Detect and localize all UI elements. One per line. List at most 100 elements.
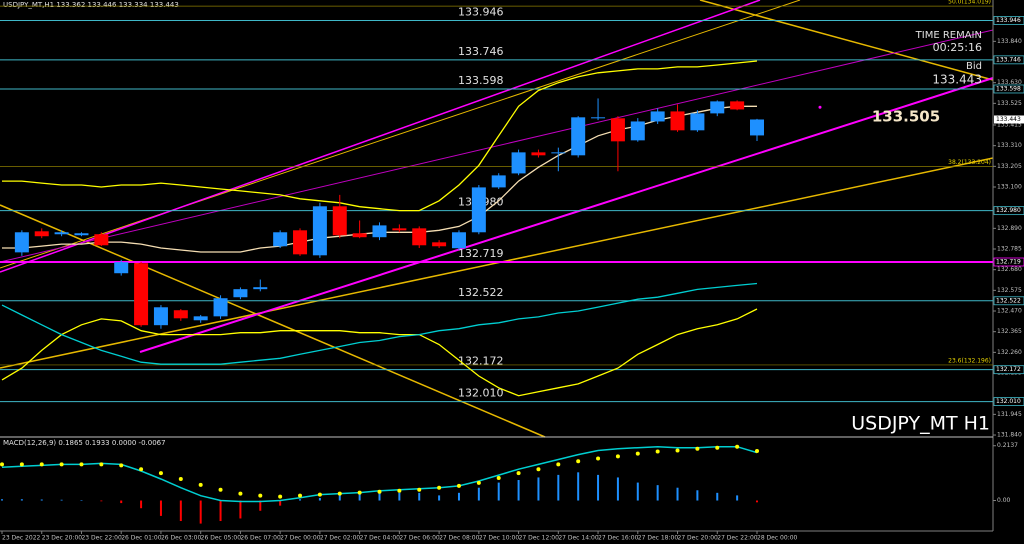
candle-body <box>253 287 268 290</box>
level-box-label: 132.719 <box>996 259 1021 266</box>
signal-dot <box>516 471 521 476</box>
level-label: 132.522 <box>458 286 504 299</box>
candle-body <box>471 187 486 233</box>
candle-body <box>173 310 188 319</box>
timer-label: TIME REMAIN <box>915 30 982 41</box>
x-tick-label: 27 Dec 08:00 <box>439 535 480 542</box>
candle-body <box>690 113 705 131</box>
candle-body <box>213 298 228 317</box>
macd-title: MACD(12,26,9) 0.1865 0.1933 0.0000 -0.00… <box>3 439 166 447</box>
y-tick-label: 132.575 <box>997 287 1022 294</box>
signal-dot <box>357 490 362 495</box>
signal-dot <box>278 494 283 499</box>
signal-dot <box>735 444 740 449</box>
candle-body <box>610 118 625 142</box>
candle-body <box>233 289 248 298</box>
x-tick-label: 26 Dec 03:00 <box>161 535 202 542</box>
signal-dot <box>99 462 104 467</box>
fib-label: 23.6(132.196) <box>948 357 991 364</box>
channel-line <box>0 29 994 263</box>
candle-body <box>14 232 29 253</box>
x-tick-label: 27 Dec 06:00 <box>399 535 440 542</box>
channel-line <box>139 77 994 353</box>
signal-dot <box>0 462 4 467</box>
candle-body <box>730 101 745 110</box>
candle-body <box>134 263 149 326</box>
level-box-label: 133.946 <box>996 17 1021 24</box>
signal-dot <box>635 451 640 456</box>
y-tick-label: 131.945 <box>997 411 1022 418</box>
channel-line <box>0 0 761 273</box>
x-tick-label: 28 Dec 00:00 <box>757 535 798 542</box>
y-tick-label: 0.00 <box>997 497 1011 504</box>
bid-box <box>994 115 1024 124</box>
y-tick-label: 132.365 <box>997 328 1022 335</box>
signal-dot <box>655 449 660 454</box>
signal-dot <box>218 487 223 492</box>
y-tick-label: 131.840 <box>997 432 1022 439</box>
candle-body <box>94 234 109 246</box>
candle-body <box>352 233 367 238</box>
x-tick-label: 27 Dec 04:00 <box>360 535 401 542</box>
signal-dot <box>317 492 322 497</box>
level-box <box>993 84 1024 94</box>
candle-body <box>372 225 387 238</box>
signal-dot <box>337 491 342 496</box>
signal-dot <box>158 471 163 476</box>
x-tick-label: 23 Dec 2022 <box>2 535 41 542</box>
signal-dot <box>59 462 64 467</box>
signal-dot <box>476 480 481 485</box>
level-box <box>993 16 1024 25</box>
y-tick-label: 133.525 <box>997 100 1022 107</box>
level-box-label: 132.172 <box>996 366 1021 373</box>
level-box-label: 132.980 <box>996 207 1021 214</box>
level-box-label: 133.746 <box>996 56 1021 63</box>
x-tick-label: 27 Dec 18:00 <box>638 535 679 542</box>
y-tick-label: 133.205 <box>997 163 1022 170</box>
signal-dot <box>556 462 561 467</box>
level-box <box>993 296 1024 306</box>
y-tick-label: 133.310 <box>997 142 1022 149</box>
signal-dot <box>536 467 541 472</box>
signal-dot <box>456 483 461 488</box>
indicator-line <box>1 282 758 365</box>
y-tick-label: 132.680 <box>997 266 1022 273</box>
signal-dot <box>79 462 84 467</box>
candle-body <box>193 316 208 321</box>
timer-value: 00:25:16 <box>933 41 982 54</box>
indicator-line <box>1 308 758 397</box>
level-box-label: 133.598 <box>996 85 1021 92</box>
candle-body <box>591 117 606 119</box>
x-tick-label: 27 Dec 12:00 <box>519 535 560 542</box>
signal-dot <box>715 445 720 450</box>
candle-body <box>332 206 347 236</box>
level-box <box>993 55 1024 65</box>
candle-body <box>312 206 327 256</box>
level-box <box>993 206 1024 216</box>
candle-body <box>412 228 427 246</box>
x-tick-label: 23 Dec 22:00 <box>81 535 122 542</box>
fib-label: 50.0(134.019) <box>948 0 991 6</box>
y-tick-label: 133.415 <box>997 121 1022 128</box>
x-tick-label: 27 Dec 22:00 <box>717 535 758 542</box>
x-tick-label: 26 Dec 05:00 <box>201 535 242 542</box>
candle-body <box>571 117 586 156</box>
price-marker: 133.505 <box>872 108 940 126</box>
candle-body <box>511 152 526 174</box>
x-tick-label: 27 Dec 00:00 <box>280 535 321 542</box>
candle-body <box>710 101 725 114</box>
signal-dot <box>19 462 24 467</box>
x-tick-label: 27 Dec 16:00 <box>598 535 639 542</box>
candle-body <box>650 111 665 122</box>
signal-dot <box>119 463 124 468</box>
signal-dot <box>596 456 601 461</box>
x-tick-label: 27 Dec 14:00 <box>558 535 599 542</box>
signal-dot <box>198 482 203 487</box>
candle-body <box>531 152 546 156</box>
signal-dot <box>298 493 303 498</box>
candle-body <box>273 232 288 247</box>
fib-label: 38.2(133.204) <box>948 159 991 166</box>
